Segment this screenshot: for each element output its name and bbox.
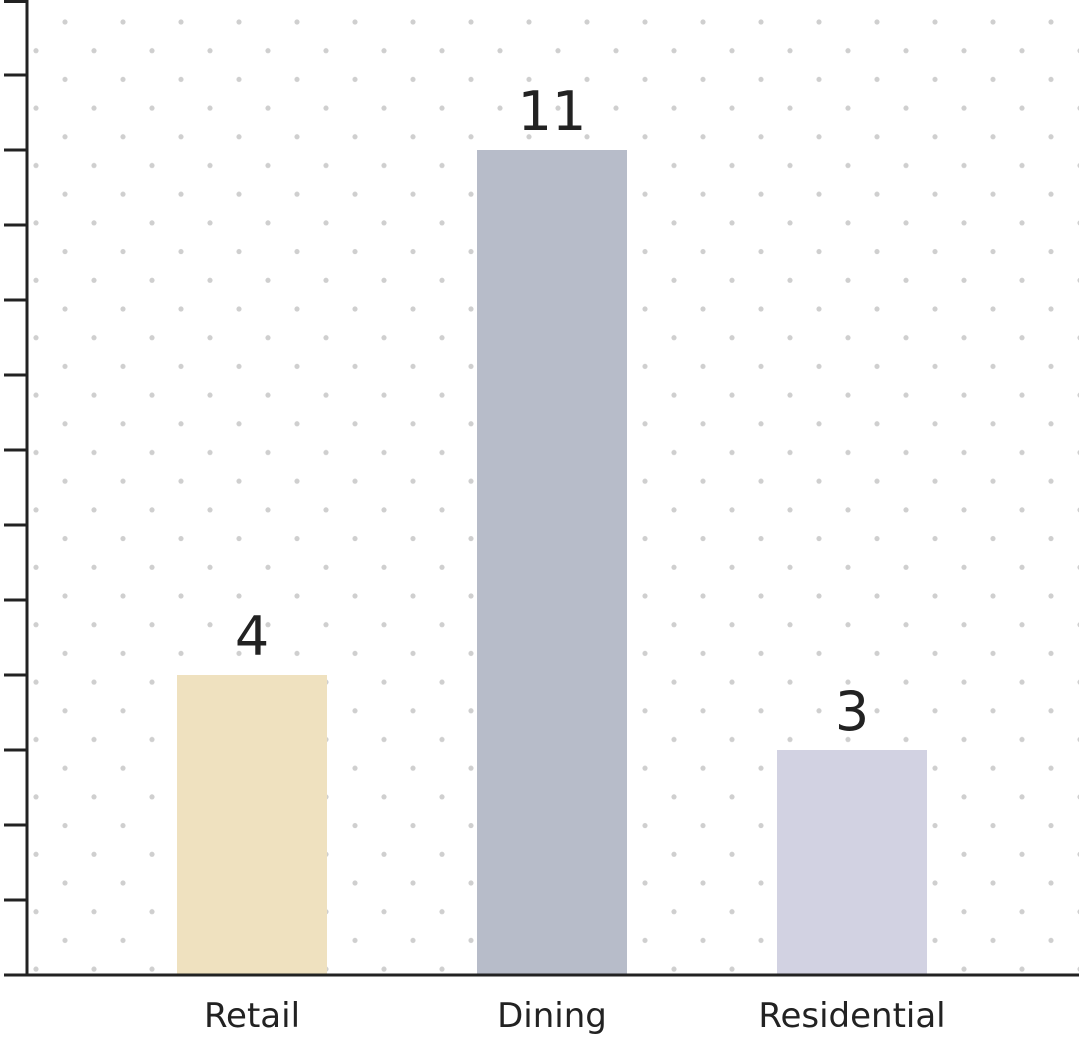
value-label: 4 [235, 605, 269, 668]
bar [477, 150, 627, 975]
bar [777, 750, 927, 975]
bar [177, 675, 327, 975]
x-tick-label: Dining [497, 996, 607, 1036]
value-label: 3 [835, 680, 869, 743]
x-tick-label: Residential [758, 996, 945, 1036]
value-label: 11 [518, 80, 587, 143]
x-tick-label: Retail [204, 996, 300, 1036]
